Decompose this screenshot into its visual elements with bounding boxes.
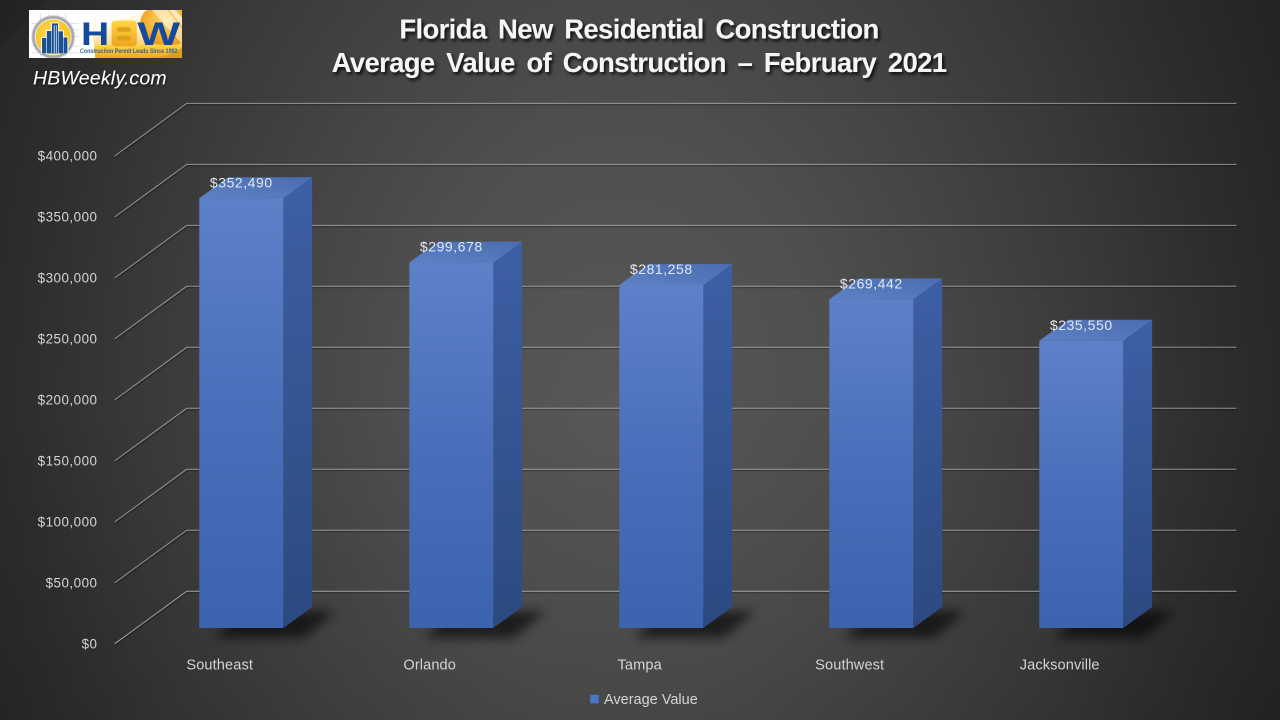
- svg-text:Average Value: Average Value: [604, 692, 698, 708]
- svg-text:$0: $0: [82, 637, 98, 652]
- svg-text:$150,000: $150,000: [38, 454, 98, 469]
- svg-text:$100,000: $100,000: [38, 515, 98, 530]
- svg-text:Florida New Residential Constr: Florida New Residential Construction: [399, 14, 878, 45]
- svg-text:$352,490: $352,490: [210, 174, 273, 190]
- svg-text:$281,258: $281,258: [630, 261, 693, 277]
- svg-text:Orlando: Orlando: [403, 658, 456, 674]
- svg-text:$269,442: $269,442: [840, 276, 903, 292]
- svg-text:$250,000: $250,000: [38, 332, 98, 347]
- svg-text:$235,550: $235,550: [1050, 317, 1113, 333]
- svg-text:Construction Permit Leads Sinc: Construction Permit Leads Since 1992: [80, 48, 178, 55]
- svg-text:$350,000: $350,000: [38, 210, 98, 225]
- svg-text:H: H: [81, 16, 109, 52]
- svg-text:Southwest: Southwest: [815, 658, 884, 674]
- svg-text:$400,000: $400,000: [38, 149, 98, 164]
- svg-text:Southeast: Southeast: [186, 658, 253, 674]
- svg-text:$50,000: $50,000: [46, 576, 98, 591]
- svg-text:Average Value of Construction: Average Value of Construction – February…: [332, 47, 947, 78]
- svg-text:HBWeekly.com: HBWeekly.com: [33, 68, 167, 90]
- svg-text:$299,678: $299,678: [420, 239, 483, 255]
- svg-text:W: W: [137, 17, 181, 53]
- svg-text:$300,000: $300,000: [38, 271, 98, 286]
- svg-text:Jacksonville: Jacksonville: [1020, 658, 1100, 674]
- svg-text:$200,000: $200,000: [38, 393, 98, 408]
- svg-text:Tampa: Tampa: [618, 658, 663, 674]
